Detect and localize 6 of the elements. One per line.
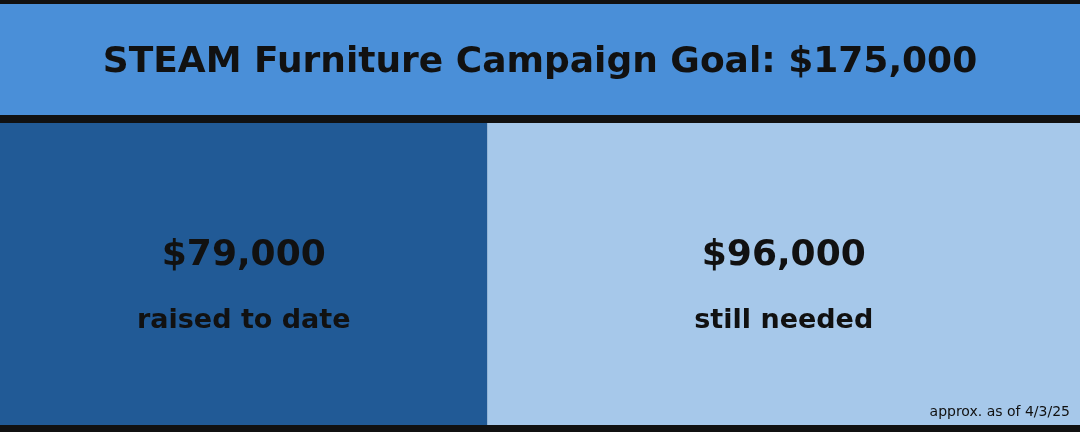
chart-title: STEAM Furniture Campaign Goal: $175,000 <box>102 39 978 80</box>
series-label: raised to date <box>137 303 351 335</box>
series-label: still needed <box>694 303 874 335</box>
data-label: $79,000 <box>161 231 326 273</box>
annotation: approx. as of 4/3/25 <box>929 403 1070 419</box>
data-label: $96,000 <box>701 231 866 273</box>
